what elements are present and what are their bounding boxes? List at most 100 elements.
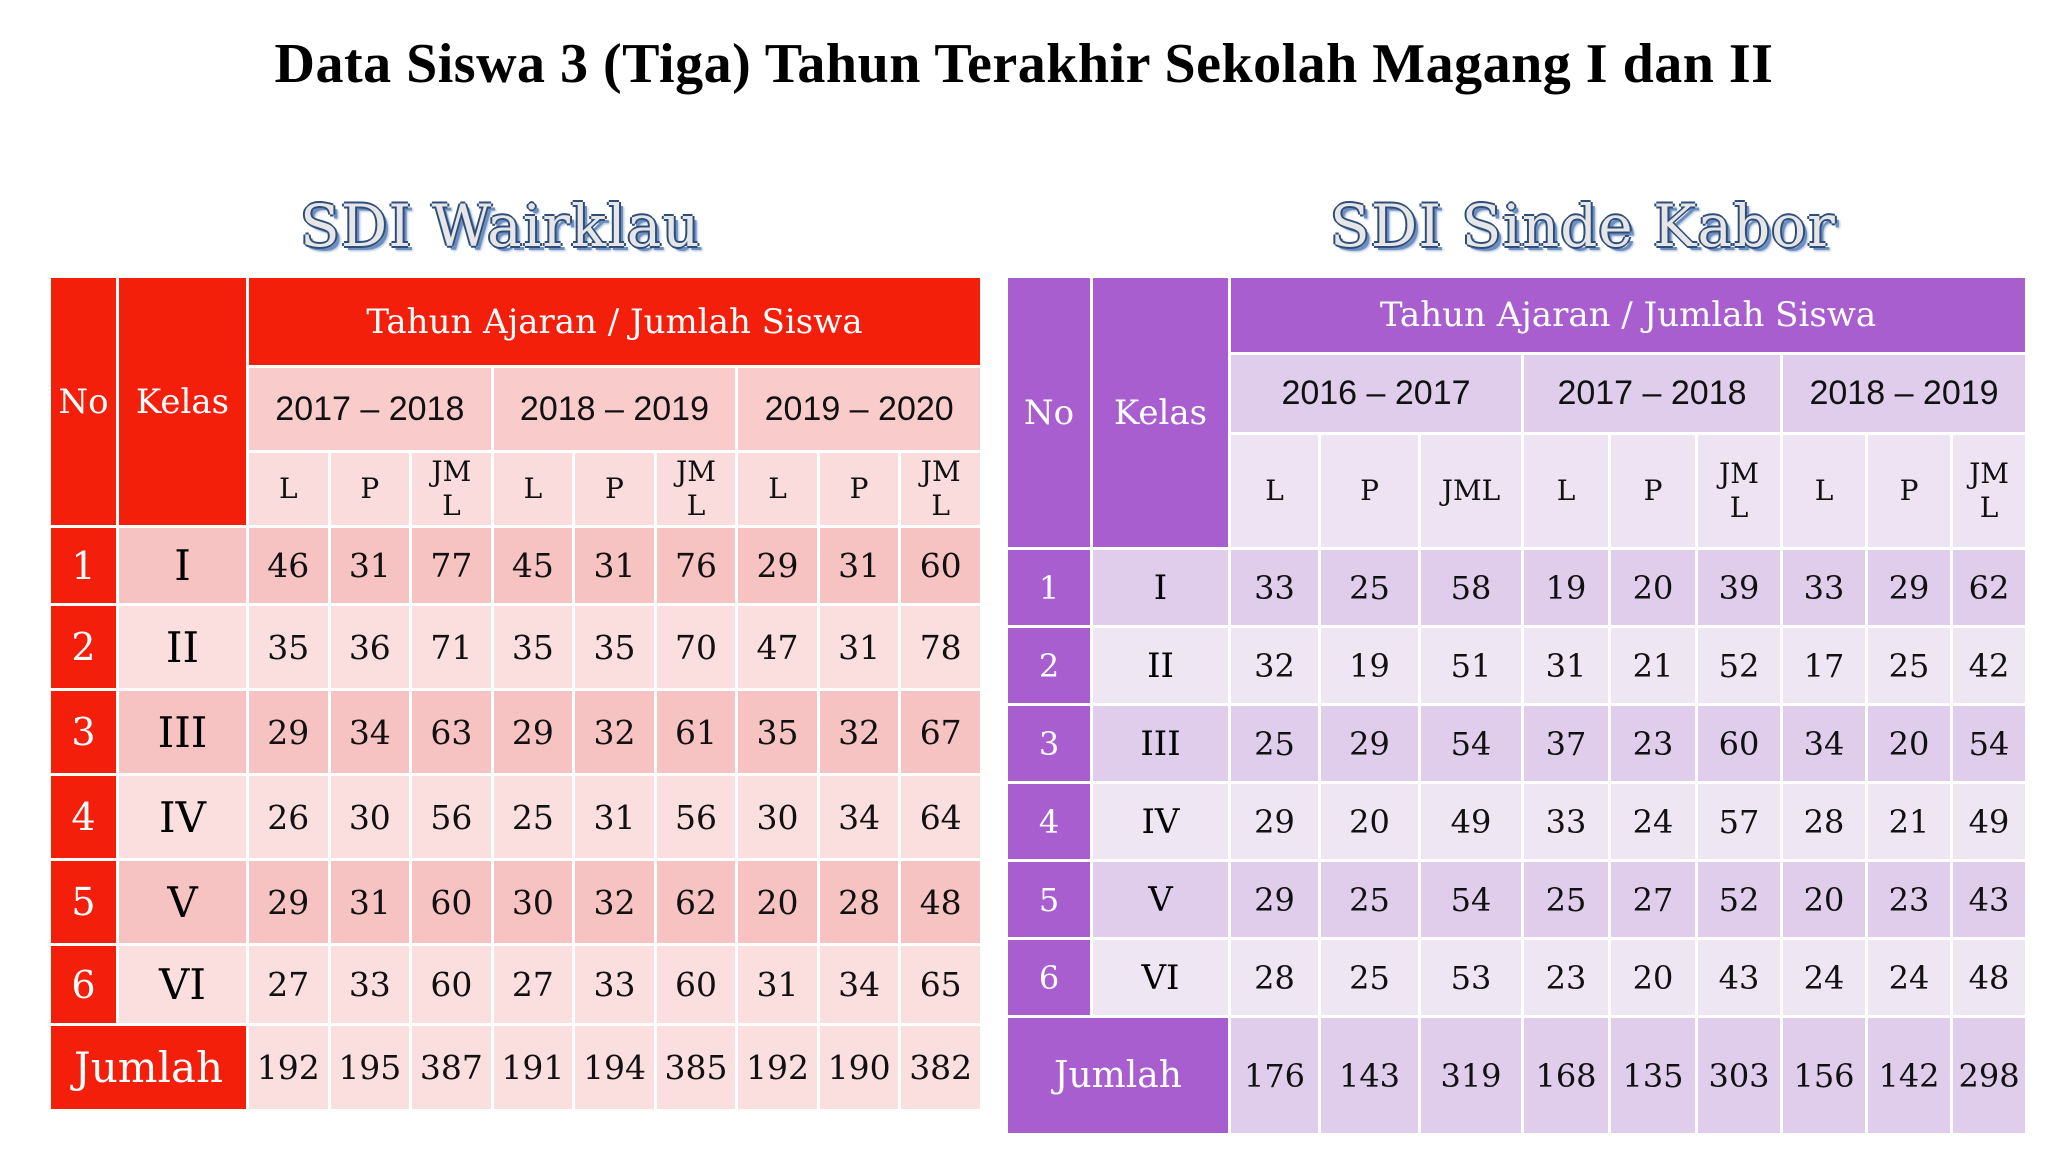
cell-value: 60 — [1695, 703, 1783, 784]
row-no: 1 — [48, 525, 119, 606]
row-no: 4 — [48, 773, 119, 861]
header-year: 2019 – 2020 — [735, 365, 983, 453]
total-value: 190 — [816, 1023, 902, 1112]
jumlah-label: Jumlah — [1005, 1015, 1231, 1136]
cell-value: 32 — [572, 688, 657, 776]
row-kelas: IV — [116, 773, 249, 861]
cell-value: 62 — [1949, 547, 2029, 628]
table-row: 1 I 33 25 58 19 20 39 33 29 62 — [1005, 547, 2029, 628]
subheader-jml: JM L — [653, 450, 739, 528]
cell-value: 47 — [735, 603, 820, 691]
cell-value: 52 — [1695, 859, 1783, 940]
table-sinde-kabor: No Kelas Tahun Ajaran / Jumlah Siswa 201… — [1005, 275, 2029, 1136]
row-kelas: I — [1090, 547, 1231, 628]
cell-value: 29 — [1228, 859, 1321, 940]
cell-value: 52 — [1695, 625, 1783, 706]
cell-value: 29 — [246, 688, 331, 776]
cell-value: 53 — [1418, 937, 1524, 1018]
cell-value: 60 — [409, 858, 494, 946]
total-value: 168 — [1521, 1015, 1611, 1136]
cell-value: 25 — [490, 773, 576, 861]
cell-value: 23 — [1608, 703, 1698, 784]
total-row: Jumlah 192 195 387 191 194 385 192 190 382 — [48, 1023, 983, 1112]
cell-value: 29 — [1228, 781, 1321, 862]
subheader-cell: P — [1318, 432, 1421, 550]
cell-value: 35 — [246, 603, 331, 691]
cell-value: 30 — [327, 773, 413, 861]
row-no: 6 — [1005, 937, 1093, 1018]
row-kelas: V — [116, 858, 249, 946]
total-value: 192 — [246, 1023, 331, 1112]
cell-value: 33 — [1228, 547, 1321, 628]
cell-value: 23 — [1521, 937, 1611, 1018]
subheader-cell: JML — [1418, 432, 1524, 550]
cell-value: 27 — [246, 943, 331, 1026]
cell-value: 31 — [327, 858, 413, 946]
cell-value: 76 — [653, 525, 739, 606]
cell-value: 71 — [409, 603, 494, 691]
cell-value: 17 — [1780, 625, 1868, 706]
cell-value: 43 — [1695, 937, 1783, 1018]
cell-value: 61 — [653, 688, 739, 776]
table-row: 1 I 46 31 77 45 31 76 29 31 60 — [48, 525, 983, 606]
cell-value: 31 — [816, 525, 902, 606]
row-kelas: II — [116, 603, 249, 691]
cell-value: 29 — [246, 858, 331, 946]
header-kelas: Kelas — [116, 275, 249, 528]
row-kelas: IV — [1090, 781, 1231, 862]
cell-value: 28 — [1780, 781, 1868, 862]
row-kelas: I — [116, 525, 249, 606]
total-value: 192 — [735, 1023, 820, 1112]
table-row: 2 II 32 19 51 31 21 52 17 25 42 — [1005, 625, 2029, 706]
cell-value: 25 — [1318, 859, 1421, 940]
row-no: 3 — [1005, 703, 1093, 784]
total-value: 385 — [653, 1023, 739, 1112]
cell-value: 19 — [1318, 625, 1421, 706]
cell-value: 34 — [327, 688, 413, 776]
cell-value: 35 — [490, 603, 576, 691]
cell-value: 33 — [572, 943, 657, 1026]
cell-value: 62 — [653, 858, 739, 946]
row-no: 2 — [1005, 625, 1093, 706]
total-value: 298 — [1949, 1015, 2029, 1136]
jumlah-label: Jumlah — [48, 1023, 249, 1112]
cell-value: 54 — [1418, 859, 1524, 940]
row-no: 6 — [48, 943, 119, 1026]
cell-value: 37 — [1521, 703, 1611, 784]
total-value: 382 — [898, 1023, 983, 1112]
row-no: 4 — [1005, 781, 1093, 862]
cell-value: 27 — [490, 943, 576, 1026]
row-no: 5 — [1005, 859, 1093, 940]
row-kelas: VI — [116, 943, 249, 1026]
cell-value: 19 — [1521, 547, 1611, 628]
page-title: Data Siswa 3 (Tiga) Tahun Terakhir Sekol… — [274, 33, 1774, 95]
cell-value: 30 — [735, 773, 820, 861]
cell-value: 21 — [1865, 781, 1953, 862]
cell-value: 60 — [409, 943, 494, 1026]
cell-value: 24 — [1780, 937, 1868, 1018]
table-row: 5 V 29 31 60 30 32 62 20 28 48 — [48, 858, 983, 946]
cell-value: 65 — [898, 943, 983, 1026]
cell-value: 30 — [490, 858, 576, 946]
cell-value: 78 — [898, 603, 983, 691]
header-year: 2016 – 2017 — [1228, 352, 1524, 435]
cell-value: 24 — [1865, 937, 1953, 1018]
cell-value: 34 — [1780, 703, 1868, 784]
cell-value: 33 — [1521, 781, 1611, 862]
cell-value: 29 — [490, 688, 576, 776]
cell-value: 67 — [898, 688, 983, 776]
cell-value: 20 — [1318, 781, 1421, 862]
total-value: 176 — [1228, 1015, 1321, 1136]
cell-value: 35 — [735, 688, 820, 776]
table-row: 4 IV 26 30 56 25 31 56 30 34 64 — [48, 773, 983, 861]
header-year: 2018 – 2019 — [490, 365, 739, 453]
cell-value: 31 — [735, 943, 820, 1026]
cell-value: 46 — [246, 525, 331, 606]
total-value: 387 — [409, 1023, 494, 1112]
row-kelas: III — [116, 688, 249, 776]
cell-value: 34 — [816, 943, 902, 1026]
cell-value: 39 — [1695, 547, 1783, 628]
table-row: 6 VI 27 33 60 27 33 60 31 34 65 — [48, 943, 983, 1026]
total-value: 195 — [327, 1023, 413, 1112]
cell-value: 49 — [1949, 781, 2029, 862]
